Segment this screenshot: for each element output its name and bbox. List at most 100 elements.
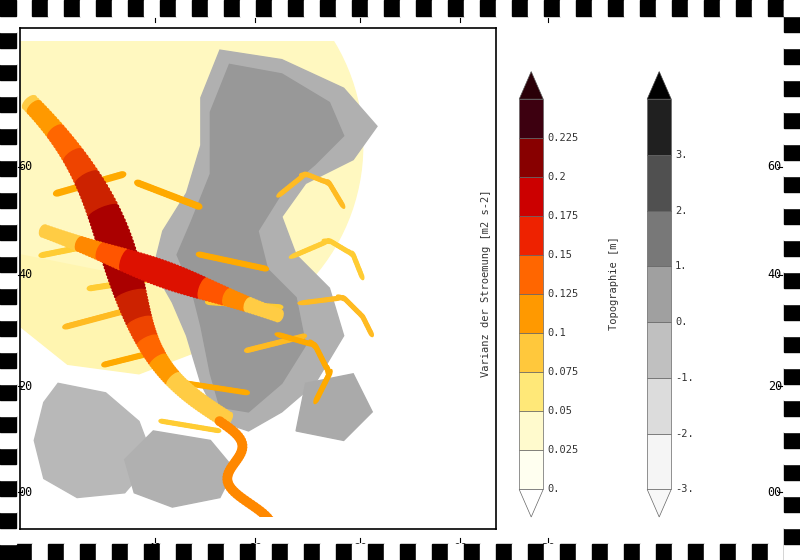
Bar	[592, 544, 608, 560]
Ellipse shape	[190, 202, 198, 208]
Ellipse shape	[69, 246, 78, 251]
Ellipse shape	[78, 238, 87, 253]
Text: 20: 20	[768, 380, 782, 393]
Ellipse shape	[204, 427, 212, 431]
Ellipse shape	[227, 426, 236, 434]
Ellipse shape	[63, 233, 72, 246]
Bar	[416, 544, 432, 560]
Text: 0.125: 0.125	[547, 290, 578, 299]
Ellipse shape	[129, 252, 140, 275]
Ellipse shape	[102, 250, 137, 263]
Ellipse shape	[180, 270, 191, 293]
Ellipse shape	[161, 190, 170, 197]
Ellipse shape	[254, 346, 262, 350]
Ellipse shape	[269, 307, 277, 320]
Ellipse shape	[296, 174, 306, 182]
Polygon shape	[154, 50, 377, 431]
Bar	[576, 0, 592, 16]
Ellipse shape	[269, 342, 276, 346]
Ellipse shape	[56, 137, 74, 151]
Ellipse shape	[310, 242, 324, 249]
Text: -3.: -3.	[675, 484, 694, 494]
Ellipse shape	[116, 290, 146, 301]
Ellipse shape	[27, 101, 42, 114]
Ellipse shape	[82, 319, 91, 324]
Bar	[512, 544, 528, 560]
Text: 60: 60	[768, 161, 782, 174]
Ellipse shape	[284, 338, 291, 343]
Ellipse shape	[234, 454, 242, 461]
Bar	[64, 0, 80, 16]
Bar	[0, 160, 16, 176]
Ellipse shape	[271, 309, 280, 321]
Ellipse shape	[165, 264, 176, 289]
Polygon shape	[647, 72, 671, 99]
Ellipse shape	[215, 386, 223, 390]
Text: 20: 20	[18, 380, 32, 393]
Ellipse shape	[300, 173, 309, 177]
Ellipse shape	[235, 452, 243, 459]
Ellipse shape	[66, 247, 75, 252]
Ellipse shape	[104, 256, 138, 269]
Bar	[608, 544, 624, 560]
Ellipse shape	[338, 199, 345, 208]
Ellipse shape	[309, 340, 318, 349]
Ellipse shape	[93, 218, 125, 233]
Ellipse shape	[192, 276, 203, 297]
Bar	[0, 496, 16, 512]
Ellipse shape	[66, 234, 75, 248]
Bar	[647, 433, 671, 489]
Bar	[0, 48, 16, 64]
Ellipse shape	[267, 521, 276, 527]
Bar	[544, 0, 560, 16]
Ellipse shape	[50, 250, 60, 255]
Ellipse shape	[62, 146, 81, 160]
Ellipse shape	[135, 353, 142, 358]
Bar	[0, 448, 16, 464]
Text: 0.15: 0.15	[547, 250, 572, 260]
Bar	[416, 0, 432, 16]
Bar	[784, 368, 800, 384]
Ellipse shape	[270, 305, 279, 309]
Ellipse shape	[133, 327, 155, 339]
Ellipse shape	[298, 300, 313, 305]
Ellipse shape	[228, 388, 236, 393]
Bar	[80, 544, 96, 560]
Ellipse shape	[336, 195, 342, 204]
Ellipse shape	[177, 197, 186, 203]
Text: 2.: 2.	[675, 206, 687, 216]
Ellipse shape	[138, 255, 149, 279]
Ellipse shape	[121, 302, 149, 314]
Ellipse shape	[285, 183, 294, 191]
Ellipse shape	[334, 243, 344, 250]
Bar	[0, 512, 16, 528]
Ellipse shape	[322, 179, 331, 185]
Bar	[240, 544, 256, 560]
Ellipse shape	[200, 399, 211, 413]
Bar	[352, 0, 368, 16]
Ellipse shape	[222, 413, 233, 427]
Bar	[464, 0, 480, 16]
Bar	[0, 544, 16, 560]
Ellipse shape	[256, 302, 265, 316]
Ellipse shape	[74, 184, 83, 190]
Bar	[304, 544, 320, 560]
Bar	[0, 128, 16, 144]
Bar	[784, 224, 800, 240]
Ellipse shape	[232, 293, 242, 308]
Ellipse shape	[262, 304, 271, 309]
Bar	[784, 432, 800, 448]
Bar	[0, 304, 16, 320]
Bar	[647, 267, 671, 322]
Bar	[704, 544, 720, 560]
Ellipse shape	[247, 299, 256, 312]
Ellipse shape	[292, 177, 302, 185]
Ellipse shape	[192, 382, 201, 387]
Ellipse shape	[243, 303, 253, 307]
Bar	[784, 112, 800, 128]
Ellipse shape	[296, 339, 310, 344]
Ellipse shape	[281, 334, 294, 340]
Ellipse shape	[274, 340, 282, 345]
Polygon shape	[177, 64, 344, 412]
Ellipse shape	[288, 180, 298, 188]
